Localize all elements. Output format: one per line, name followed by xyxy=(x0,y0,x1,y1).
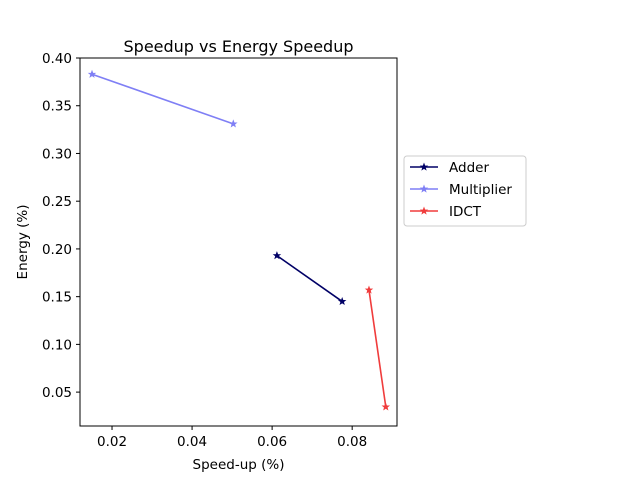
y-tick-label: 0.40 xyxy=(42,51,72,67)
legend-label-idct: IDCT xyxy=(449,204,482,220)
series-line-adder xyxy=(276,254,343,303)
series-layer xyxy=(87,69,391,411)
y-tick-label: 0.15 xyxy=(42,290,72,306)
x-axis-ticks: 0.02 0.04 0.06 0.08 xyxy=(97,426,367,450)
y-tick-label: 0.35 xyxy=(42,99,72,115)
y-tick-label: 0.30 xyxy=(42,146,72,162)
x-tick-label: 0.06 xyxy=(257,434,287,450)
legend-frame xyxy=(403,155,527,227)
x-tick-label: 0.02 xyxy=(97,434,127,450)
y-axis-label: Energy (%) xyxy=(15,205,31,280)
data-point-adder xyxy=(337,296,347,306)
y-axis-ticks: 0.05 0.10 0.15 0.20 0.25 0.30 0.35 0.40 xyxy=(42,51,80,401)
legend-marker-idct xyxy=(419,206,429,215)
y-tick-label: 0.05 xyxy=(42,385,72,401)
legend-label-adder: Adder xyxy=(449,160,489,176)
data-point-multiplier xyxy=(87,69,97,78)
data-point-multiplier xyxy=(229,119,238,128)
plot-area xyxy=(80,58,397,426)
x-axis-label: Speed-up (%) xyxy=(193,457,285,473)
legend-marker-adder xyxy=(419,162,429,171)
chart-title: Speedup vs Energy Speedup xyxy=(124,37,354,56)
x-tick-label: 0.08 xyxy=(337,434,367,450)
data-point-adder xyxy=(272,251,282,260)
plot-frame xyxy=(79,57,398,427)
legend: Adder Multiplier IDCT xyxy=(403,155,527,227)
series-line-idct xyxy=(368,289,387,408)
x-tick-label: 0.04 xyxy=(177,434,207,450)
legend-label-multiplier: Multiplier xyxy=(449,182,512,198)
data-point-idct xyxy=(381,402,391,411)
legend-marker-multiplier xyxy=(419,184,429,193)
data-point-idct xyxy=(364,285,374,294)
series-line-multiplier xyxy=(91,73,234,125)
y-tick-label: 0.20 xyxy=(42,242,72,258)
y-tick-label: 0.25 xyxy=(42,194,72,210)
y-tick-label: 0.10 xyxy=(42,337,72,353)
